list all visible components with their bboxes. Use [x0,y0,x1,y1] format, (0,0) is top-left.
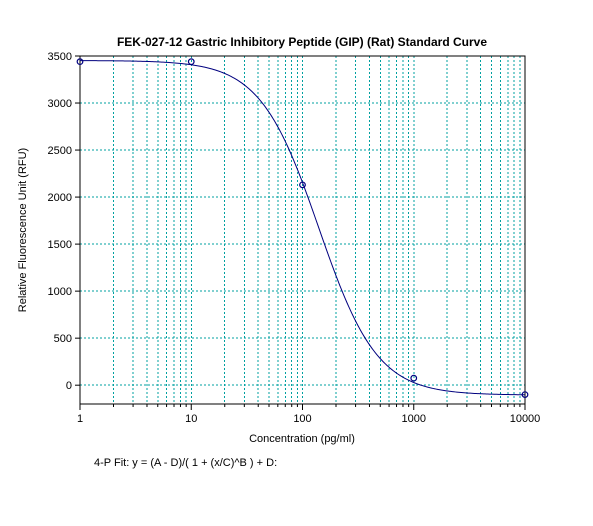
fit-equation-note: 4-P Fit: y = (A - D)/( 1 + (x/C)^B ) + D… [94,457,277,469]
y-tick-label: 2500 [48,145,72,157]
y-axis-ticks: 0 500 1000 1500 2000 2500 3000 3500 [48,51,80,392]
x-axis-label: Concentration (pg/ml) [249,433,355,445]
y-tick-label: 3500 [48,51,72,63]
data-point [187,58,195,66]
x-tick-label: 1 [77,413,83,425]
chart-title: FEK-027-12 Gastric Inhibitory Peptide (G… [117,35,487,49]
x-tick-label: 10 [185,413,197,425]
x-axis-ticks: 1 10 100 1000 10000 [77,404,540,425]
data-point [410,374,418,382]
x-tick-label: 1000 [402,413,426,425]
y-tick-label: 2000 [48,192,72,204]
y-tick-label: 1000 [48,286,72,298]
y-axis-label: Relative Fluorescence Unit (RFU) [17,148,29,312]
data-points [76,58,529,398]
data-point [76,58,84,66]
x-tick-label: 100 [293,413,311,425]
data-point [299,181,306,189]
x-tick-label: 10000 [510,413,541,425]
y-tick-label: 3000 [48,98,72,110]
y-tick-label: 500 [54,333,72,345]
grid-lines [80,56,525,404]
y-tick-label: 0 [66,380,72,392]
data-point [521,391,529,398]
y-tick-label: 1500 [48,239,72,251]
